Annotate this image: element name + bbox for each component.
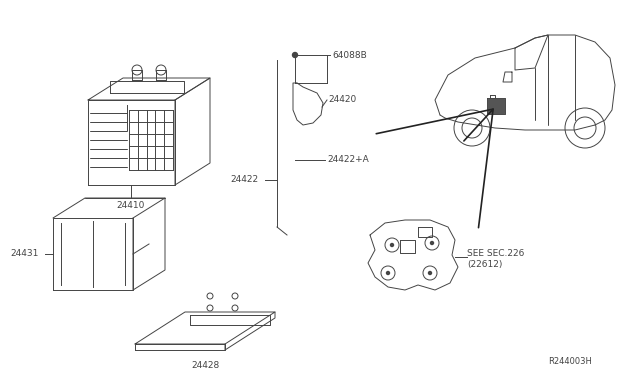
Text: 24422+A: 24422+A [327,155,369,164]
Text: 24428: 24428 [191,360,219,369]
Circle shape [390,244,394,247]
Circle shape [429,272,431,275]
Text: 64088B: 64088B [332,51,367,60]
Text: SEE SEC.226: SEE SEC.226 [467,248,524,257]
Circle shape [431,241,433,244]
Bar [488,99,504,113]
Text: 24410: 24410 [117,201,145,209]
Text: R244003H: R244003H [548,357,592,366]
Text: 24422: 24422 [230,176,258,185]
Circle shape [387,272,390,275]
Text: 24420: 24420 [328,96,356,105]
Text: 24431: 24431 [10,250,38,259]
Circle shape [292,52,298,58]
Text: (22612): (22612) [467,260,502,269]
